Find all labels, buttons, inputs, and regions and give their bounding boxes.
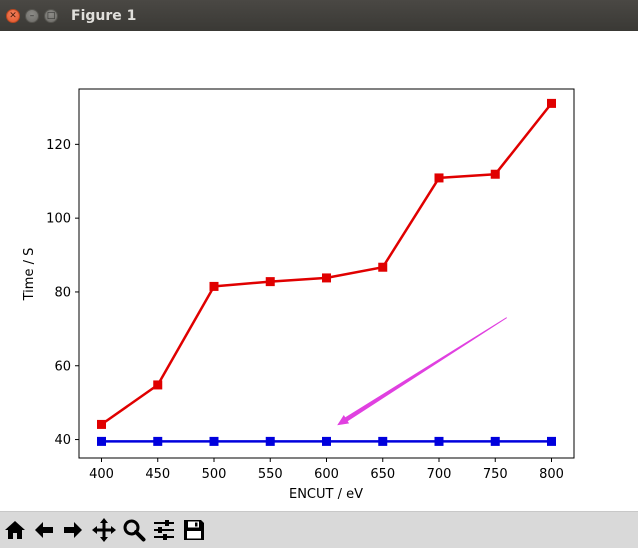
x-tick-label: 700: [427, 467, 452, 482]
figure-canvas: 40 60 80 100 120 400 450 500 550 600 650 700 750 800…: [0, 31, 638, 511]
home-icon: [5, 521, 25, 539]
x-tick-label: 600: [314, 467, 339, 482]
series-layer: [97, 98, 556, 446]
series-0-point: [153, 380, 163, 390]
series-0-point: [434, 173, 444, 183]
chart: 40 60 80 100 120 400 450 500 550 600 650 700 750 800…: [22, 88, 575, 502]
minimize-window-button[interactable]: –: [25, 9, 39, 23]
navigation-toolbar: [0, 511, 638, 548]
subplots-button[interactable]: [151, 516, 177, 544]
save-button[interactable]: [181, 516, 207, 544]
series-0-point: [547, 98, 556, 108]
maximize-window-button[interactable]: □: [44, 9, 58, 23]
subplots-icon: [154, 520, 174, 540]
annotation-arrow: [337, 317, 508, 426]
y-tick-label: 80: [54, 285, 71, 300]
series-0-point: [265, 277, 275, 287]
series-0-point: [490, 169, 500, 179]
y-axis: 40 60 80 100 120: [46, 138, 79, 448]
series-0-point: [322, 273, 331, 283]
y-tick-label: 40: [54, 433, 71, 448]
pan-button[interactable]: [91, 516, 117, 544]
series-0-point: [378, 262, 388, 272]
x-tick-label: 500: [202, 467, 227, 482]
annotation-layer: [337, 317, 508, 426]
y-tick-label: 100: [46, 212, 71, 227]
x-tick-label: 650: [370, 467, 395, 482]
x-tick-label: 800: [539, 467, 564, 482]
series-0-point: [209, 281, 219, 291]
zoom-button[interactable]: [121, 516, 147, 544]
y-axis-label: Time / S: [22, 248, 37, 302]
save-icon: [184, 520, 204, 540]
close-window-button[interactable]: ✕: [6, 9, 20, 23]
x-axis: 400 450 500 550 600 650 700 750 800: [89, 458, 564, 482]
y-tick-label: 60: [54, 359, 71, 374]
series-1-point: [209, 436, 219, 446]
x-tick-label: 550: [258, 467, 283, 482]
zoom-icon: [123, 519, 146, 542]
series-1-point: [265, 436, 275, 446]
back-icon: [35, 522, 53, 538]
x-tick-label: 750: [483, 467, 508, 482]
forward-icon: [64, 522, 82, 538]
back-button[interactable]: [31, 516, 57, 544]
window-title: Figure 1: [71, 8, 137, 24]
forward-button[interactable]: [60, 516, 86, 544]
x-axis-label: ENCUT / eV: [289, 487, 363, 502]
home-button[interactable]: [2, 516, 28, 544]
series-1-point: [97, 436, 106, 446]
series-1-point: [434, 436, 444, 446]
series-1-point: [322, 436, 331, 446]
series-1-point: [547, 436, 556, 446]
series-1-point: [490, 436, 500, 446]
series-1-point: [153, 436, 163, 446]
x-tick-label: 450: [145, 467, 170, 482]
pan-icon: [92, 518, 116, 542]
window-titlebar: ✕ – □ Figure 1: [0, 0, 638, 32]
series-1-point: [378, 436, 388, 446]
x-tick-label: 400: [89, 467, 114, 482]
series-0-point: [97, 419, 106, 429]
y-tick-label: 120: [46, 138, 71, 153]
